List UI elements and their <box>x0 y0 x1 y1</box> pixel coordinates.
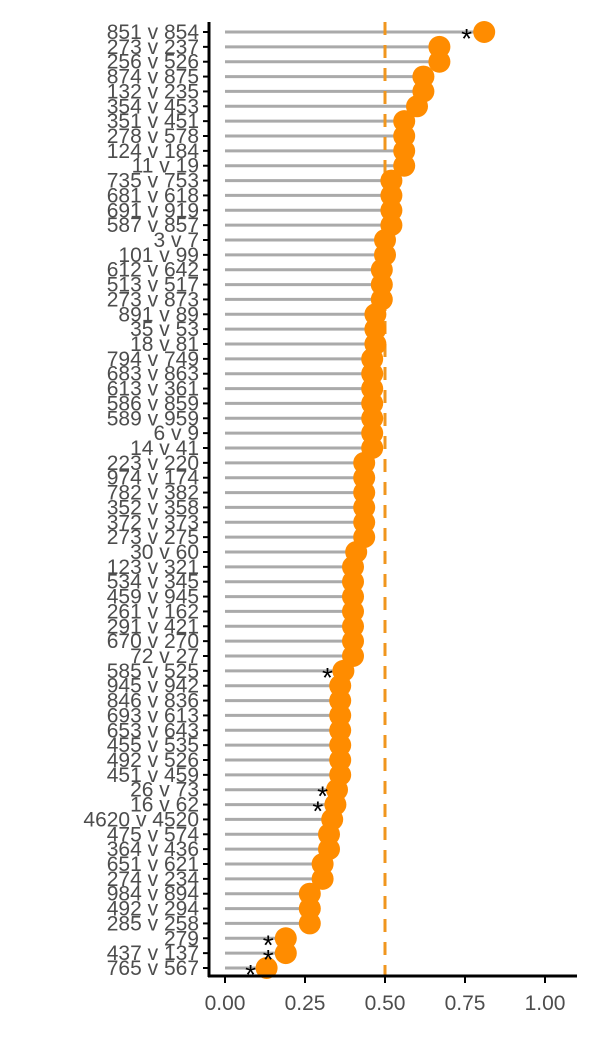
x-tick-label: 0.75 <box>445 992 486 1015</box>
data-point <box>412 65 435 88</box>
significance-star: * <box>322 662 333 693</box>
y-tick-label: 123 v 321 <box>107 556 199 579</box>
y-tick-label: 891 v 89 <box>118 303 199 326</box>
points-group <box>255 21 496 979</box>
y-tick-label: 653 v 643 <box>107 719 199 742</box>
y-tick-label: 585 v 525 <box>107 660 199 683</box>
y-tick-label: 279 <box>164 927 199 950</box>
stems-group <box>225 30 485 970</box>
y-tick-label: 223 v 220 <box>107 452 199 475</box>
y-tick-label: 6 v 9 <box>153 422 199 445</box>
y-tick-label: 3 v 7 <box>153 229 199 252</box>
y-tick-label: 274 v 234 <box>107 868 200 891</box>
y-tick-label: 735 v 753 <box>107 170 199 193</box>
data-point <box>393 110 416 133</box>
y-tick-label: 681 v 618 <box>107 184 199 207</box>
y-tick-label: 4620 v 4520 <box>83 808 199 831</box>
y-tick-label: 459 v 945 <box>107 586 199 609</box>
y-tick-label: 351 v 451 <box>107 110 199 133</box>
x-tick-label: 0.25 <box>285 992 326 1015</box>
data-point <box>298 882 321 905</box>
y-tick-label: 612 v 642 <box>107 259 199 282</box>
y-tick-label: 765 v 567 <box>107 957 199 980</box>
y-tick-label: 30 v 60 <box>130 541 199 564</box>
y-tick-label: 437 v 137 <box>107 942 199 965</box>
significance-star: * <box>263 944 274 975</box>
y-tick-label: 794 v 749 <box>107 348 199 371</box>
data-point <box>428 35 451 58</box>
data-point <box>380 169 403 192</box>
y-tick-label: 256 v 526 <box>107 51 199 74</box>
y-tick-label: 35 v 53 <box>130 318 199 341</box>
y-tick-label: 285 v 258 <box>107 912 199 935</box>
y-tick-label: 372 v 373 <box>107 511 199 534</box>
y-tick-label: 278 v 578 <box>107 125 199 148</box>
y-tick-label: 492 v 294 <box>107 898 200 921</box>
x-tick-label: 0.50 <box>365 992 406 1015</box>
data-point <box>255 957 278 979</box>
y-tick-label: 354 v 453 <box>107 95 199 118</box>
y-tick-label: 26 v 73 <box>130 779 199 802</box>
y-tick-label: 101 v 99 <box>118 244 199 267</box>
x-axis-ticks: 0.00 0.25 0.50 0.75 1.00 <box>205 976 566 1015</box>
significance-star: * <box>263 929 274 960</box>
y-tick-label: 11 v 19 <box>132 155 199 178</box>
y-tick-label: 691 v 919 <box>107 199 199 222</box>
y-tick-label: 492 v 526 <box>107 749 199 772</box>
y-tick-label: 651 v 621 <box>107 853 199 876</box>
y-tick-label: 273 v 873 <box>107 288 199 311</box>
y-tick-label: 455 v 535 <box>107 734 199 757</box>
y-tick-label: 984 v 894 <box>107 883 200 906</box>
data-point <box>274 927 297 950</box>
y-tick-label: 261 v 162 <box>107 600 199 623</box>
significance-star: * <box>461 23 472 54</box>
y-tick-label: 273 v 237 <box>107 36 199 59</box>
y-tick-label: 124 v 184 <box>107 140 200 163</box>
y-tick-label: 670 v 270 <box>107 630 199 653</box>
y-tick-label: 846 v 836 <box>107 690 199 713</box>
y-tick-label: 16 v 62 <box>130 794 199 817</box>
y-tick-label: 693 v 613 <box>107 704 199 727</box>
y-tick-label: 451 v 459 <box>107 764 199 787</box>
y-tick-label: 72 v 27 <box>130 645 199 668</box>
y-tick-label: 851 v 854 <box>107 21 200 44</box>
y-tick-label: 18 v 81 <box>130 333 199 356</box>
y-tick-label: 14 v 41 <box>130 437 199 460</box>
y-tick-label: 291 v 421 <box>107 615 199 638</box>
y-tick-label: 273 v 275 <box>107 526 199 549</box>
y-tick-label: 613 v 361 <box>107 378 199 401</box>
y-tick-label: 475 v 574 <box>107 823 200 846</box>
y-tick-label: 782 v 382 <box>107 482 199 505</box>
y-tick-label: 589 v 959 <box>107 407 199 430</box>
y-tick-label: 513 v 517 <box>107 274 199 297</box>
y-tick-label: 132 v 235 <box>107 80 199 103</box>
y-tick-label: 534 v 345 <box>107 571 199 594</box>
x-tick-label: 1.00 <box>525 992 566 1015</box>
y-tick-label: 974 v 174 <box>107 467 200 490</box>
data-point <box>473 21 496 43</box>
y-tick-label: 683 v 863 <box>107 363 199 386</box>
y-tick-label: 364 v 436 <box>107 838 199 861</box>
y-tick-label: 587 v 857 <box>107 214 199 237</box>
y-tick-label: 352 v 358 <box>107 496 199 519</box>
y-tick-label: 945 v 942 <box>107 675 199 698</box>
significance-star: * <box>317 781 328 812</box>
significance-star: * <box>312 796 323 827</box>
y-tick-label: 874 v 875 <box>107 66 199 89</box>
x-tick-label: 0.00 <box>205 992 246 1015</box>
y-tick-label: 586 v 859 <box>107 392 199 415</box>
